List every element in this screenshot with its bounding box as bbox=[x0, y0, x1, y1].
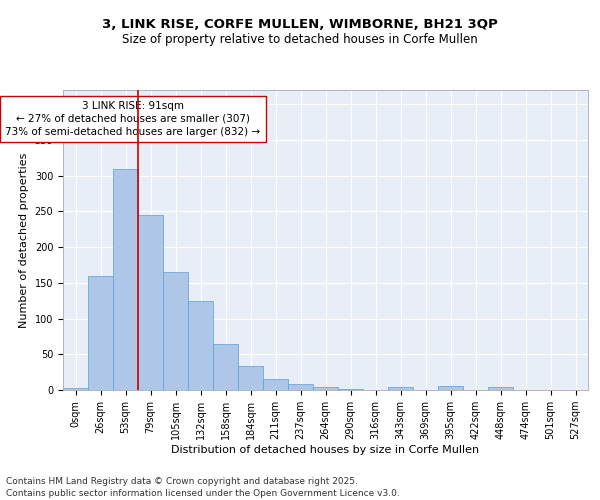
Text: Contains HM Land Registry data © Crown copyright and database right 2025.
Contai: Contains HM Land Registry data © Crown c… bbox=[6, 476, 400, 498]
Bar bbox=[313, 387, 338, 390]
Bar bbox=[213, 344, 238, 390]
Bar bbox=[263, 378, 288, 390]
Text: 3 LINK RISE: 91sqm
← 27% of detached houses are smaller (307)
73% of semi-detach: 3 LINK RISE: 91sqm ← 27% of detached hou… bbox=[5, 100, 260, 137]
Text: Size of property relative to detached houses in Corfe Mullen: Size of property relative to detached ho… bbox=[122, 32, 478, 46]
Text: 3, LINK RISE, CORFE MULLEN, WIMBORNE, BH21 3QP: 3, LINK RISE, CORFE MULLEN, WIMBORNE, BH… bbox=[102, 18, 498, 30]
X-axis label: Distribution of detached houses by size in Corfe Mullen: Distribution of detached houses by size … bbox=[172, 445, 479, 455]
Bar bbox=[138, 215, 163, 390]
Bar bbox=[438, 386, 463, 390]
Bar bbox=[88, 276, 113, 390]
Y-axis label: Number of detached properties: Number of detached properties bbox=[19, 152, 29, 328]
Bar bbox=[388, 387, 413, 390]
Bar bbox=[113, 168, 138, 390]
Bar bbox=[63, 388, 88, 390]
Bar bbox=[188, 300, 213, 390]
Bar bbox=[238, 366, 263, 390]
Bar bbox=[488, 387, 513, 390]
Bar bbox=[163, 272, 188, 390]
Bar bbox=[288, 384, 313, 390]
